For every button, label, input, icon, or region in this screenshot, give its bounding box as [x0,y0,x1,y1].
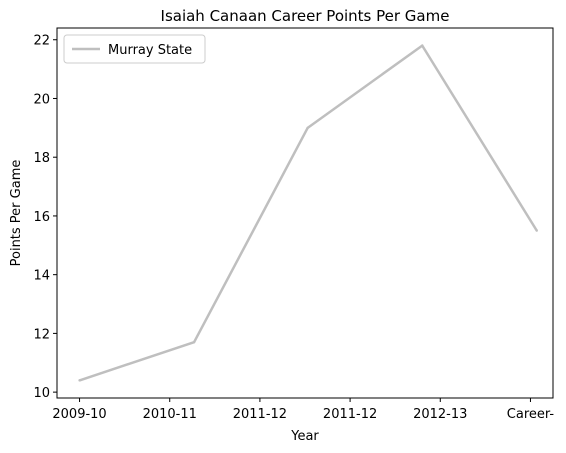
x-tick-label: 2010-11 [143,407,197,422]
series-line-0 [79,44,538,382]
chart-title: Isaiah Canaan Career Points Per Game [161,7,450,25]
legend-label: Murray State [108,43,192,58]
x-tick-label: 2011-12 [323,407,377,422]
x-tick-label: 2011-12 [233,407,287,422]
x-tick-label: 2012-13 [413,407,467,422]
y-axis-label: Points Per Game [9,160,24,267]
legend: Murray State [63,34,206,64]
x-axis: 2009-10 2010-11 2011-12 2011-12 2012-13 Caree… [52,398,554,422]
x-axis-label: Year [290,429,319,444]
y-tick-label: 16 [33,210,50,225]
data-point [421,44,424,47]
data-point [78,379,81,382]
y-axis: 10 12 14 16 18 20 22 [33,34,57,401]
plot-area [56,27,554,399]
y-tick-label: 10 [33,386,50,401]
y-tick-label: 14 [33,269,50,284]
y-tick-label: 12 [33,327,50,342]
data-point [192,341,196,344]
y-tick-label: 18 [33,151,50,166]
x-tick-label: Career- [507,407,555,422]
series-layer [78,44,538,382]
y-tick-label: 20 [33,92,50,107]
data-point [535,229,538,232]
y-tick-label: 22 [33,34,50,49]
legend-box [63,34,206,64]
data-point [306,126,309,130]
x-tick-label: 2009-10 [52,407,106,422]
